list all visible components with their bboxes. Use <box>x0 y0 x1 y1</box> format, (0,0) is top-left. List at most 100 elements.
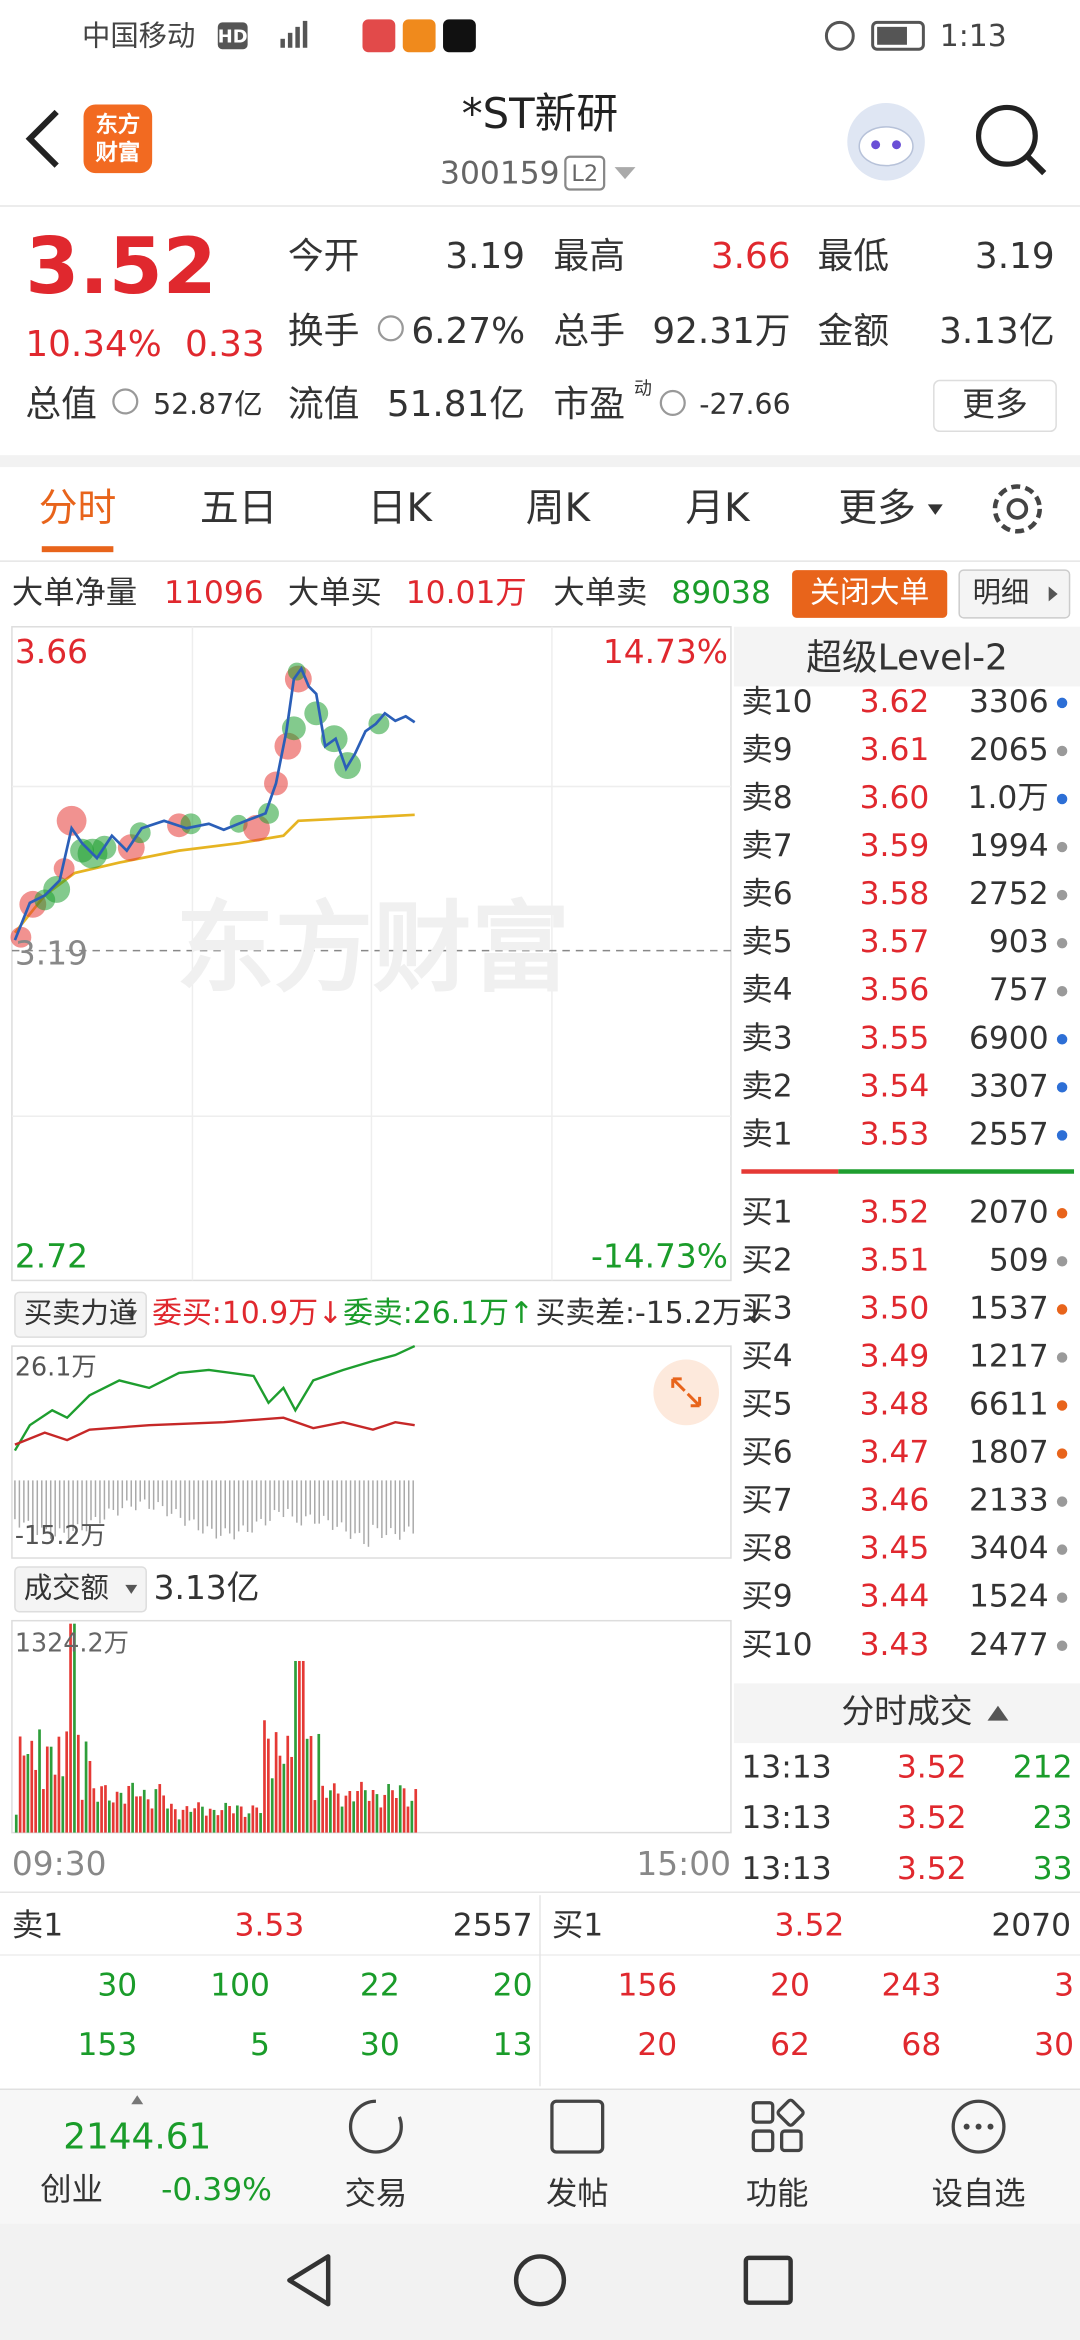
book-price: 3.62 <box>860 684 930 720</box>
volume-bar <box>332 1783 336 1833</box>
book-price: 3.54 <box>860 1068 930 1104</box>
book-price: 3.51 <box>860 1242 930 1278</box>
tab[interactable]: 周K <box>526 486 592 531</box>
dropdown-caret[interactable] <box>614 167 636 180</box>
field-label: 总值 <box>25 384 97 425</box>
volume-selector[interactable] <box>14 1566 147 1613</box>
book-volume: 2065 <box>969 732 1049 768</box>
info-icon[interactable] <box>659 389 686 416</box>
section-gap <box>0 455 1080 468</box>
volume-bar <box>193 1808 197 1833</box>
book-dot <box>1056 1592 1068 1603</box>
volume-bar <box>367 1800 371 1833</box>
nav-label[interactable]: 交易 <box>345 2176 408 2212</box>
field-value: 52.87亿 <box>153 388 262 421</box>
book-price: 3.46 <box>860 1483 930 1519</box>
search-button[interactable] <box>975 104 1038 167</box>
nav-recents[interactable] <box>743 2255 793 2305</box>
book-price: 3.43 <box>860 1627 930 1663</box>
tab[interactable]: 五日 <box>200 486 278 531</box>
ticks-header <box>733 1683 1080 1744</box>
big-order-label: 大单卖 <box>553 575 647 611</box>
field-label: 市盈 <box>553 384 625 425</box>
volume-bar <box>123 1803 127 1833</box>
volume-bar <box>371 1789 375 1833</box>
more-button[interactable] <box>933 379 1057 433</box>
expand-icon <box>671 1377 702 1408</box>
field-value: 92.31万 <box>652 311 790 352</box>
tab[interactable]: 分时 <box>39 486 117 531</box>
info-icon[interactable] <box>377 315 404 342</box>
book-volume: 2752 <box>969 876 1049 912</box>
book-level: 买2 <box>741 1242 792 1278</box>
nav-label[interactable]: 设自选 <box>932 2176 1026 2212</box>
book-volume: 2557 <box>969 1116 1049 1152</box>
back-button[interactable] <box>25 109 59 168</box>
book-dot <box>1056 1400 1068 1411</box>
trade-icon[interactable] <box>348 2099 403 2154</box>
book-volume: 1537 <box>969 1290 1049 1326</box>
book-level: 买5 <box>741 1386 792 1422</box>
field-label: 换手 <box>288 311 360 352</box>
tick-time: 13:13 <box>741 1851 831 1887</box>
book-level: 卖6 <box>741 876 792 912</box>
queue-order: 30 <box>97 1967 137 2003</box>
price-open: 3.19 <box>15 935 88 973</box>
volume-bar <box>224 1802 228 1833</box>
volume-bar <box>216 1815 220 1833</box>
function-icon[interactable] <box>751 2098 805 2153</box>
nav-home[interactable] <box>513 2254 567 2307</box>
volume-bar <box>309 1736 313 1833</box>
tab[interactable]: 更多 <box>838 486 916 531</box>
volume-bar <box>294 1660 297 1833</box>
volume-bar <box>131 1782 134 1833</box>
avatar-eye <box>892 140 901 150</box>
book-price: 3.45 <box>860 1531 930 1567</box>
info-icon[interactable] <box>112 388 139 415</box>
volume-bar <box>290 1756 293 1833</box>
force-selector[interactable] <box>14 1291 147 1338</box>
bottom-nav <box>0 2089 1080 2224</box>
index-value: 2144.61 <box>63 2117 211 2158</box>
toggle-big-orders[interactable] <box>792 570 948 618</box>
nav-label[interactable]: 发帖 <box>546 2176 609 2212</box>
tab[interactable]: 日K <box>368 486 434 531</box>
book-volume: 3307 <box>969 1068 1049 1104</box>
post-icon[interactable] <box>550 2099 605 2154</box>
volume-bar <box>65 1731 69 1833</box>
volume-bar <box>321 1785 324 1833</box>
book-dot <box>1056 1352 1068 1363</box>
time-start: 09:30 <box>12 1845 107 1883</box>
tab[interactable]: 月K <box>685 486 751 531</box>
queue-order: 5 <box>250 2027 270 2063</box>
nav-label[interactable]: 功能 <box>746 2176 809 2212</box>
expand-button[interactable] <box>653 1359 720 1426</box>
volume-selector-label: 成交额 <box>24 1571 109 1604</box>
volume-bar <box>406 1806 410 1833</box>
volume-bar <box>84 1741 88 1833</box>
volume-bar <box>220 1810 224 1833</box>
book-dot <box>1056 1082 1068 1093</box>
force-selector-label: 买卖力道 <box>24 1297 137 1330</box>
book-level: 买3 <box>741 1290 792 1326</box>
volume-bar <box>263 1720 266 1833</box>
queue-price: 3.52 <box>775 1908 845 1944</box>
settings-button[interactable] <box>992 484 1042 534</box>
level-badge-text: L2 <box>571 161 598 187</box>
volume-bar <box>197 1802 200 1833</box>
book-level: 买4 <box>741 1338 792 1374</box>
avatar-face <box>858 126 914 167</box>
detail-label: 明细 <box>973 576 1030 609</box>
watchlist-icon[interactable] <box>951 2099 1006 2154</box>
book-level: 卖2 <box>741 1068 792 1104</box>
watermark: 东方财富 <box>176 892 570 1006</box>
nav-back[interactable] <box>287 2254 331 2307</box>
book-volume: 757 <box>989 972 1049 1008</box>
toggle-label: 关闭大单 <box>810 575 929 610</box>
volume-bar <box>267 1738 270 1833</box>
detail-button[interactable] <box>958 569 1071 619</box>
tick-price: 3.52 <box>897 1851 967 1887</box>
search-handle <box>1025 154 1047 176</box>
time-end: 15:00 <box>636 1845 731 1883</box>
book-price: 3.58 <box>860 876 930 912</box>
